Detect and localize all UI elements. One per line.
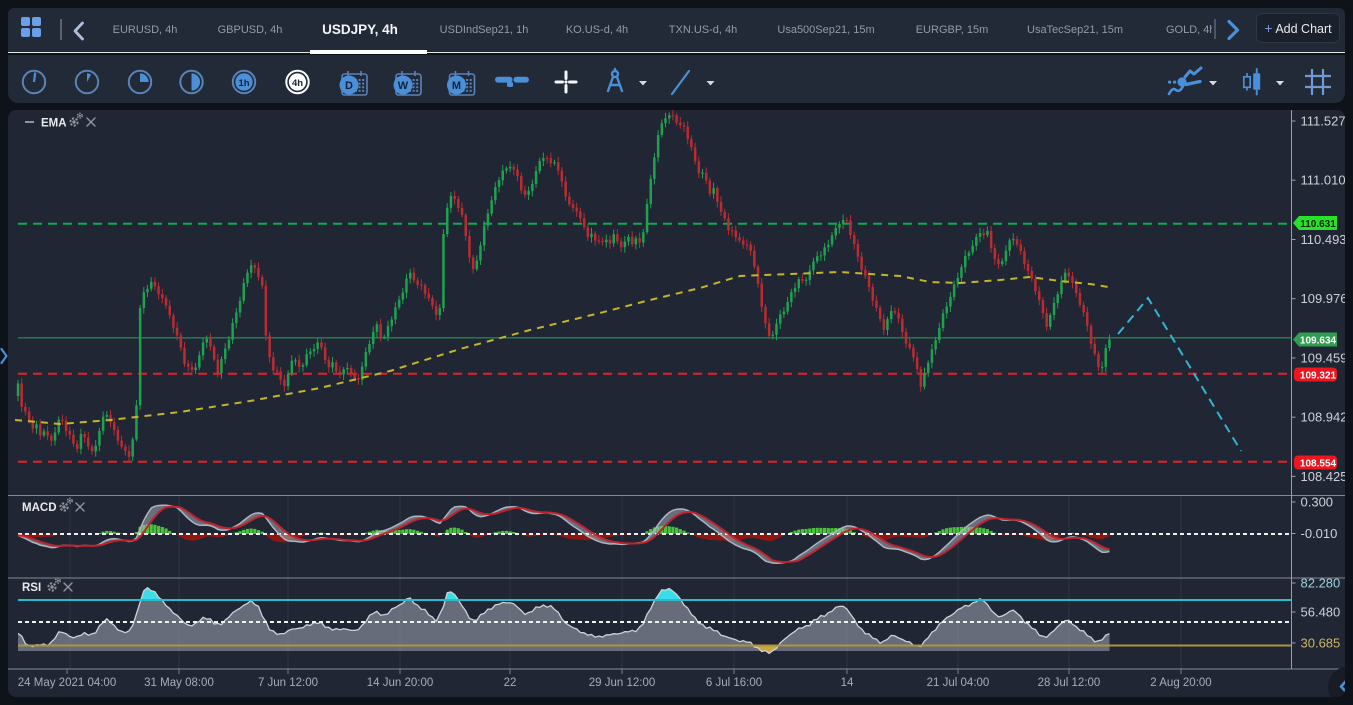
svg-text:4h: 4h [292,78,303,89]
svg-text:7 Jun 12:00: 7 Jun 12:00 [258,677,318,689]
svg-text:M: M [452,80,461,92]
svg-text:22: 22 [504,677,517,689]
svg-text:21 Jul 04:00: 21 Jul 04:00 [927,677,990,689]
svg-text:24 May 2021 04:00: 24 May 2021 04:00 [18,677,116,689]
svg-text:31 May 08:00: 31 May 08:00 [144,677,214,689]
svg-text:29 Jun 12:00: 29 Jun 12:00 [589,677,656,689]
svg-text:0.300: 0.300 [1301,495,1334,510]
svg-text:111.010: 111.010 [1301,173,1346,188]
svg-text:14 Jun 20:00: 14 Jun 20:00 [367,677,434,689]
svg-text:109.976: 109.976 [1301,291,1346,306]
svg-text:2 Aug 20:00: 2 Aug 20:00 [1150,677,1211,689]
svg-text:W: W [398,80,409,92]
svg-text:108.425: 108.425 [1301,469,1346,484]
svg-text:109.634: 109.634 [1300,336,1337,347]
svg-text:EMA: EMA [41,118,67,130]
svg-text:28 Jul 12:00: 28 Jul 12:00 [1038,677,1101,689]
svg-text:56.480: 56.480 [1301,605,1341,620]
svg-text:14: 14 [841,677,854,689]
svg-text:109.459: 109.459 [1301,351,1346,366]
svg-text:82.280: 82.280 [1301,576,1341,591]
svg-text:110.493: 110.493 [1301,232,1346,247]
svg-text:108.942: 108.942 [1301,410,1346,425]
svg-text:6 Jul 16:00: 6 Jul 16:00 [706,677,762,689]
svg-text:108.554: 108.554 [1300,459,1337,470]
svg-text:D: D [345,80,353,92]
svg-text:RSI: RSI [22,582,41,594]
svg-text:109.321: 109.321 [1300,371,1337,382]
svg-text:1h: 1h [238,77,249,88]
svg-text:MACD: MACD [22,502,57,514]
svg-text:110.631: 110.631 [1300,219,1336,230]
svg-text:111.527: 111.527 [1301,114,1346,129]
svg-text:30.685: 30.685 [1301,636,1341,651]
svg-text:-0.010: -0.010 [1301,526,1338,541]
